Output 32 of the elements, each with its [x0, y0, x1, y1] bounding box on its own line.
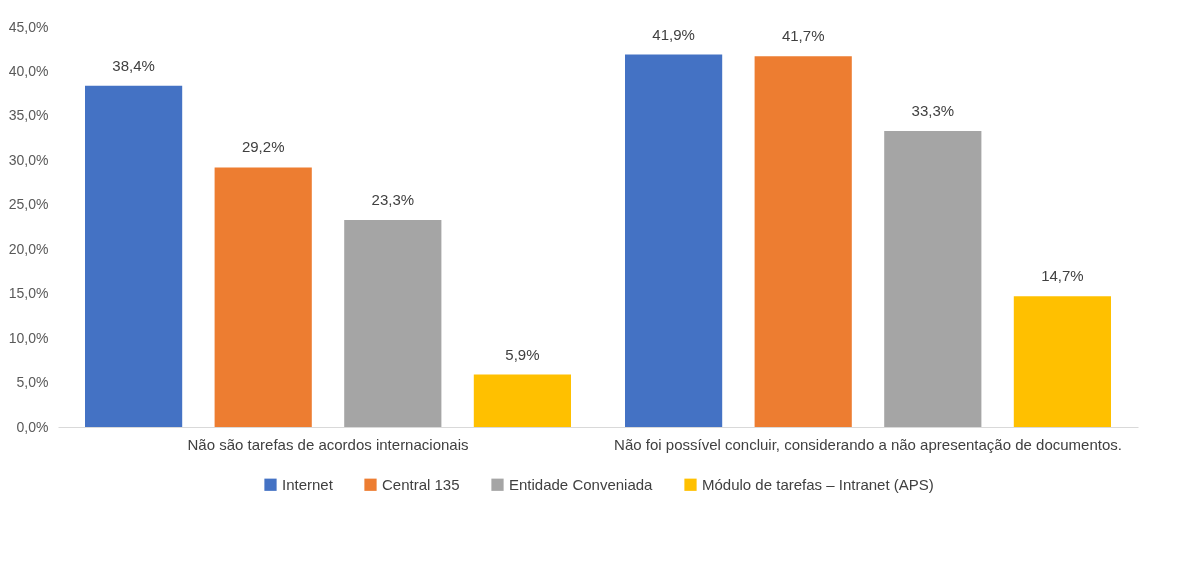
data-label: 29,2% — [241, 138, 285, 156]
bar — [625, 54, 723, 427]
bar — [85, 85, 183, 427]
legend-label: Módulo de tarefas – Intranet (APS) — [702, 475, 934, 493]
x-tick-label: Não foi possível concluir, considerando a não apresentação de documentos. — [614, 435, 1122, 453]
y-tick-label: 15,0% — [8, 285, 49, 302]
y-tick-label: 0,0% — [16, 418, 49, 435]
data-label: 5,9% — [505, 345, 540, 363]
bar — [344, 219, 442, 427]
y-tick-label: 20,0% — [8, 240, 49, 257]
y-tick-label: 35,0% — [8, 107, 49, 124]
data-label: 41,7% — [781, 27, 825, 45]
y-tick-label: 45,0% — [8, 18, 49, 35]
y-tick-label: 40,0% — [8, 62, 49, 79]
data-label: 14,7% — [1041, 267, 1084, 285]
data-label: 33,3% — [911, 102, 955, 119]
legend-label: Internet — [282, 475, 334, 493]
bar — [214, 167, 312, 427]
bar — [754, 56, 852, 427]
bar — [884, 131, 982, 427]
y-tick-label: 25,0% — [8, 196, 49, 213]
y-tick-label: 30,0% — [8, 151, 49, 168]
legend-label: Central 135 — [382, 475, 460, 493]
data-label: 41,9% — [652, 25, 695, 43]
data-label: 23,3% — [371, 190, 415, 208]
x-tick-label: Não são tarefas de acordos internacionais — [187, 435, 469, 453]
y-tick-label: 10,0% — [8, 329, 49, 346]
bar — [473, 374, 571, 427]
legend-label: Entidade Conveniada — [509, 475, 654, 493]
data-label: 38,4% — [112, 56, 155, 74]
y-tick-label: 5,0% — [16, 374, 49, 391]
bar — [1013, 296, 1111, 427]
